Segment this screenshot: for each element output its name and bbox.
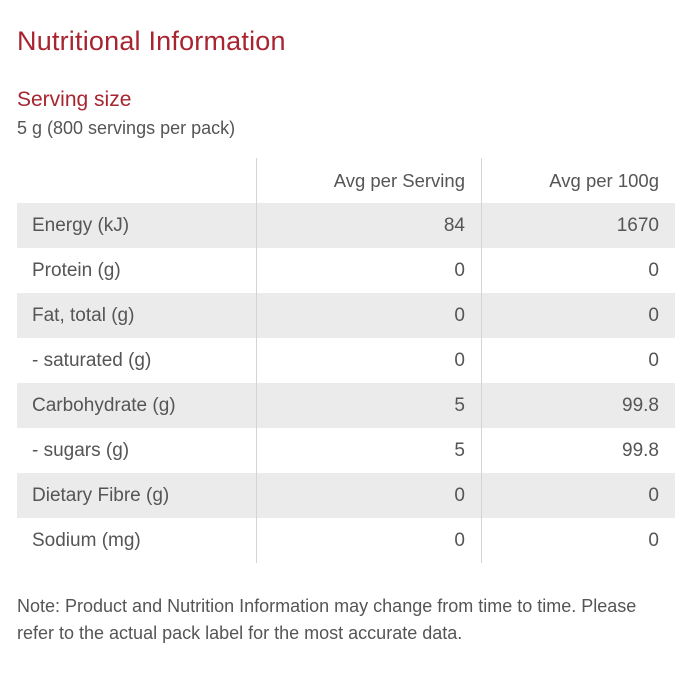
- row-label: - sugars (g): [32, 440, 130, 461]
- row-per-100g: 0: [648, 305, 659, 326]
- row-per-100g: 99.8: [622, 440, 659, 461]
- header-avg-per-serving: Avg per Serving: [333, 170, 465, 191]
- row-per-100g: 0: [648, 485, 659, 506]
- row-label: Energy (kJ): [32, 215, 130, 236]
- column-divider: [256, 158, 257, 563]
- row-label: Protein (g): [32, 260, 121, 281]
- row-label: - saturated (g): [32, 350, 152, 371]
- row-per-serving: 84: [443, 215, 465, 236]
- row-per-serving: 5: [454, 395, 465, 416]
- nutrition-table: Avg per Serving Avg per 100g Energy (kJ)…: [17, 158, 675, 563]
- table-row: Energy (kJ) 84 1670: [17, 203, 675, 248]
- table-row: - saturated (g) 0 0: [17, 338, 675, 383]
- table-row: - sugars (g) 5 99.8: [17, 428, 675, 473]
- row-per-serving: 0: [454, 530, 465, 551]
- column-divider: [481, 158, 482, 563]
- table-row: Carbohydrate (g) 5 99.8: [17, 383, 675, 428]
- table-row: Sodium (mg) 0 0: [17, 518, 675, 563]
- table-row: Protein (g) 0 0: [17, 248, 675, 293]
- row-per-100g: 1670: [616, 215, 659, 236]
- row-per-serving: 0: [454, 350, 465, 371]
- serving-size-value: 5 g (800 servings per pack): [17, 118, 236, 138]
- row-per-serving: 5: [454, 440, 465, 461]
- row-label: Dietary Fibre (g): [32, 485, 170, 506]
- row-per-100g: 0: [648, 530, 659, 551]
- row-per-100g: 0: [648, 350, 659, 371]
- disclaimer-note: Note: Product and Nutrition Information …: [17, 596, 637, 643]
- serving-size-heading: Serving size: [17, 88, 132, 111]
- row-per-100g: 99.8: [622, 395, 659, 416]
- row-per-serving: 0: [454, 485, 465, 506]
- row-per-100g: 0: [648, 260, 659, 281]
- page-title: Nutritional Information: [17, 26, 286, 56]
- row-per-serving: 0: [454, 305, 465, 326]
- row-label: Fat, total (g): [32, 305, 135, 326]
- row-per-serving: 0: [454, 260, 465, 281]
- header-avg-per-100g: Avg per 100g: [549, 170, 659, 191]
- table-row: Dietary Fibre (g) 0 0: [17, 473, 675, 518]
- table-header-row: Avg per Serving Avg per 100g: [17, 158, 675, 203]
- row-label: Sodium (mg): [32, 530, 141, 551]
- table-row: Fat, total (g) 0 0: [17, 293, 675, 338]
- row-label: Carbohydrate (g): [32, 395, 176, 416]
